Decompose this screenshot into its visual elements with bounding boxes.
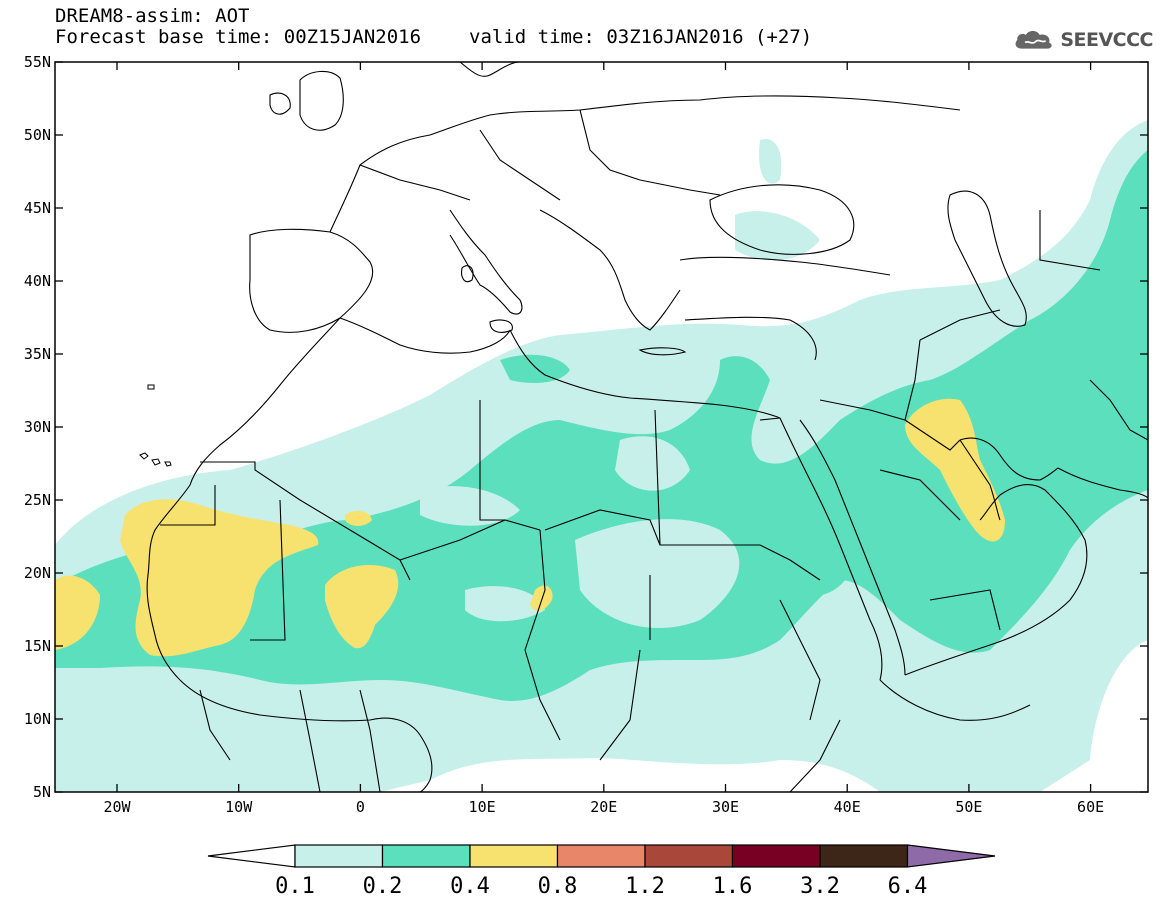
lat-label: 35N (24, 345, 51, 363)
colorbar-label: 0.8 (538, 874, 578, 899)
lon-label: 30E (712, 798, 739, 816)
lat-label: 40N (24, 272, 51, 290)
colorbar-low-arrow (207, 844, 296, 868)
lon-label: 0 (356, 798, 365, 816)
lat-label: 5N (33, 783, 51, 801)
latitude-axis: 55N 50N 45N 40N 35N 30N 25N 20N 15N 10N 5N (24, 53, 1148, 801)
colorbar-box (469, 844, 559, 868)
forecast-base-time: Forecast base time: 00Z15JAN2016 (55, 26, 422, 48)
aot-contour-fields (55, 62, 1148, 792)
colorbar-label: 6.4 (888, 874, 928, 899)
colorbar-label: 0.4 (450, 874, 490, 899)
canary-islands (139, 384, 172, 467)
lat-label: 10N (24, 710, 51, 728)
colorbar-box (556, 844, 646, 868)
lat-label: 45N (24, 199, 51, 217)
lat-label: 25N (24, 491, 51, 509)
colorbar-label: 1.2 (625, 874, 665, 899)
colorbar-label: 1.6 (713, 874, 753, 899)
lat-label: 55N (24, 53, 51, 71)
cloud-icon (1015, 30, 1052, 49)
product-title: DREAM8-assim: AOT (55, 5, 250, 27)
coastlines-borders (146, 62, 1148, 792)
lat-label: 50N (24, 126, 51, 144)
lon-label: 10E (469, 798, 496, 816)
longitude-axis: 20W 10W 0 10E 20E 30E 40E 50E 60E (103, 62, 1104, 816)
colorbar-high-arrow (906, 844, 996, 868)
colorbar-box (644, 844, 734, 868)
colorbar-box (294, 844, 384, 868)
lat-label: 30N (24, 418, 51, 436)
seevccc-logo: SEEVCCC (1013, 26, 1153, 54)
lon-label: 20E (590, 798, 617, 816)
colorbar-box (381, 844, 471, 868)
aot-level-0-4-fill (55, 398, 1005, 657)
time-info: Forecast base time: 00Z15JAN2016 valid ti… (55, 27, 812, 47)
aot-colorbar: 0.1 0.2 0.4 0.8 1.2 1.6 3.2 6.4 (207, 844, 996, 899)
lon-label: 60E (1077, 798, 1104, 816)
lon-label: 50E (955, 798, 982, 816)
colorbar-box (731, 844, 821, 868)
colorbar-box (819, 844, 909, 868)
colorbar-label: 0.2 (363, 874, 403, 899)
lat-label: 20N (24, 564, 51, 582)
valid-time: valid time: 03Z16JAN2016 (+27) (469, 26, 813, 48)
colorbar-label: 3.2 (800, 874, 840, 899)
lon-label: 20W (103, 798, 131, 816)
aot-level-0-2-fill (55, 150, 1148, 701)
lon-label: 40E (834, 798, 861, 816)
logo-text: SEEVCCC (1060, 29, 1153, 51)
lon-label: 10W (225, 798, 253, 816)
colorbar-label: 0.1 (275, 874, 315, 899)
aot-light-patches (420, 436, 940, 726)
lat-label: 15N (24, 637, 51, 655)
